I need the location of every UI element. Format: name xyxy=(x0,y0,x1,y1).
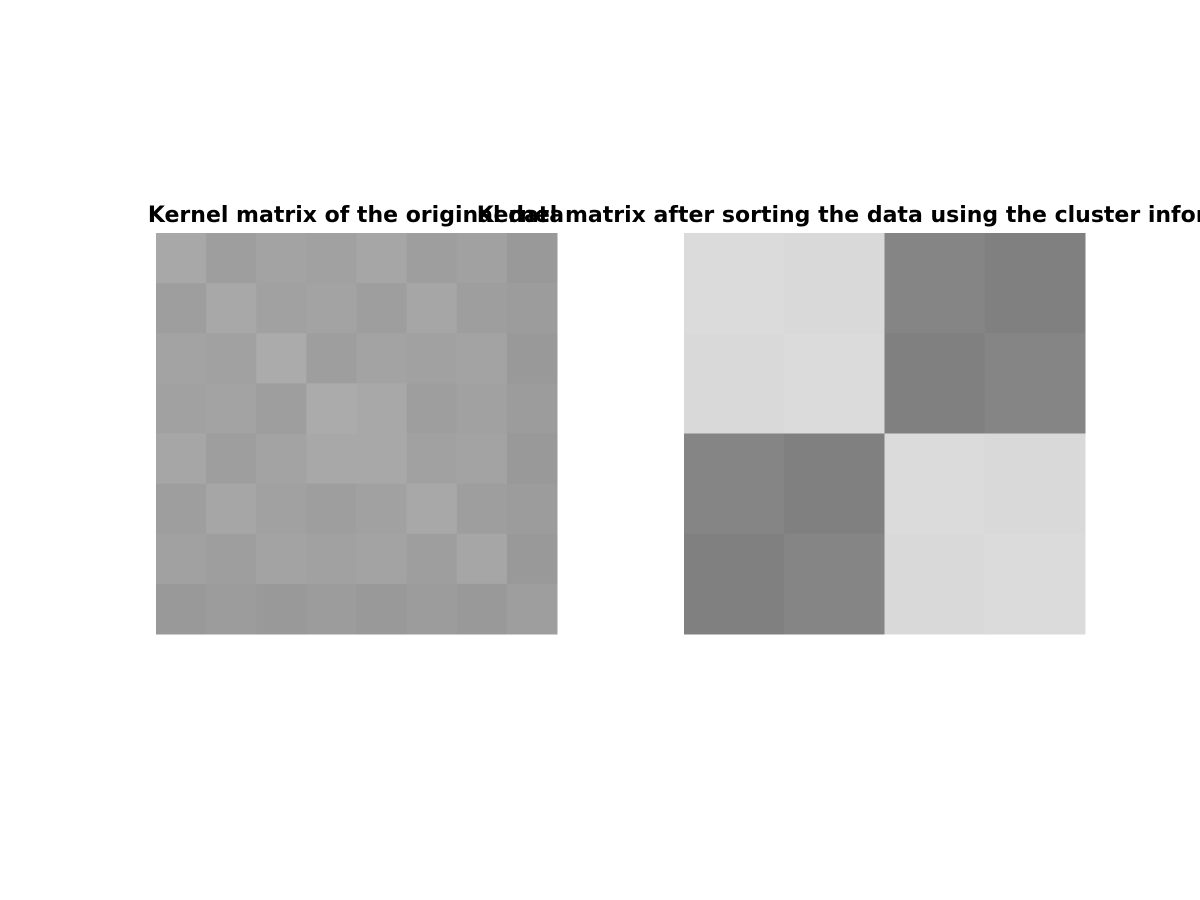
heatmap-cell xyxy=(306,333,357,384)
heatmap-cell xyxy=(256,583,307,635)
heatmap-cell xyxy=(256,533,307,585)
heatmap-cell xyxy=(884,233,986,334)
heatmap-cell xyxy=(156,333,207,384)
heatmap-cell xyxy=(156,583,207,635)
heatmap-cell xyxy=(256,383,307,434)
heatmap-cell xyxy=(456,233,508,284)
heatmap-cell xyxy=(506,433,558,485)
heatmap-cell xyxy=(784,333,885,434)
heatmap-cell xyxy=(784,433,885,535)
heatmap-cell xyxy=(356,233,408,284)
heatmap xyxy=(684,233,1086,635)
heatmap-cell xyxy=(306,483,357,535)
heatmap-cell xyxy=(506,333,558,384)
heatmap-cell xyxy=(506,483,558,535)
heatmap-cell xyxy=(406,233,458,284)
heatmap-cell xyxy=(356,383,408,434)
heatmap-cell xyxy=(984,533,1086,635)
heatmap-cell xyxy=(306,283,357,334)
heatmap-cell xyxy=(684,533,785,635)
heatmap-cell xyxy=(456,483,508,535)
heatmap xyxy=(156,233,558,635)
heatmap-cell xyxy=(684,233,785,334)
heatmap-cell xyxy=(684,433,785,535)
heatmap-cell xyxy=(306,383,357,434)
heatmap-cell xyxy=(506,583,558,635)
heatmap-cell xyxy=(684,333,785,434)
heatmap-cell xyxy=(256,483,307,535)
heatmap-cell xyxy=(506,283,558,334)
heatmap-cell xyxy=(156,233,207,284)
heatmap-cell xyxy=(984,433,1086,535)
heatmap-cell xyxy=(884,333,986,434)
heatmap-cell xyxy=(456,433,508,485)
heatmap-cell xyxy=(884,533,986,635)
heatmap-cell xyxy=(884,433,986,535)
heatmap-cell xyxy=(984,333,1086,434)
heatmap-cell xyxy=(406,383,458,434)
heatmap-cell xyxy=(306,533,357,585)
chart-title: Kernel matrix after sorting the data usi… xyxy=(477,203,1200,228)
heatmap-cell xyxy=(206,333,257,384)
heatmap-cell xyxy=(256,333,307,384)
heatmap-cell xyxy=(206,283,257,334)
heatmap-cell xyxy=(156,383,207,434)
heatmap-cell xyxy=(356,583,408,635)
heatmap-cell xyxy=(206,583,257,635)
heatmap-cell xyxy=(406,583,458,635)
heatmap-cell xyxy=(984,233,1086,334)
heatmap-cell xyxy=(256,433,307,485)
heatmap-cell xyxy=(356,283,408,334)
heatmap-cell xyxy=(156,283,207,334)
heatmap-cell xyxy=(206,233,257,284)
heatmap-cell xyxy=(406,283,458,334)
heatmap-cell xyxy=(506,383,558,434)
heatmap-cell xyxy=(406,533,458,585)
heatmap-cell xyxy=(406,483,458,535)
heatmap-cell xyxy=(456,533,508,585)
heatmap-cell xyxy=(206,533,257,585)
heatmap-cell xyxy=(206,383,257,434)
heatmap-cell xyxy=(256,283,307,334)
heatmap-cell xyxy=(356,333,408,384)
heatmap-cell xyxy=(356,433,408,485)
heatmap-cell xyxy=(156,483,207,535)
heatmap-cell xyxy=(306,433,357,485)
heatmap-cell xyxy=(206,433,257,485)
heatmap-cell xyxy=(256,233,307,284)
heatmap-cell xyxy=(356,483,408,535)
heatmap-cell xyxy=(456,333,508,384)
heatmap-cell xyxy=(406,333,458,384)
heatmap-cell xyxy=(356,533,408,585)
heatmap-cell xyxy=(306,233,357,284)
heatmap-cell xyxy=(406,433,458,485)
heatmap-cell xyxy=(156,533,207,585)
heatmap-cell xyxy=(456,283,508,334)
heatmap-cell xyxy=(784,233,885,334)
heatmap-cell xyxy=(206,483,257,535)
heatmap-cell xyxy=(306,583,357,635)
heatmap-cell xyxy=(784,533,885,635)
chart-title: Kernel matrix of the original data xyxy=(148,203,564,228)
heatmap-cell xyxy=(156,433,207,485)
heatmap-cell xyxy=(506,233,558,284)
heatmap-cell xyxy=(456,383,508,434)
heatmap-cell xyxy=(456,583,508,635)
heatmap-cell xyxy=(506,533,558,585)
